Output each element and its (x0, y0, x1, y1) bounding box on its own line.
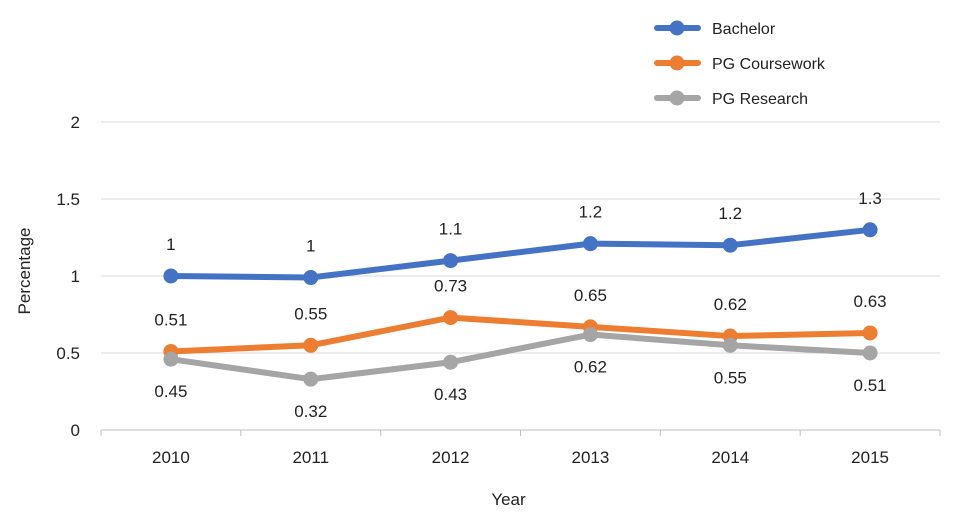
data-point (582, 327, 598, 343)
data-label: 0.51 (854, 376, 887, 395)
data-label: 0.55 (714, 368, 747, 387)
data-point (163, 268, 179, 284)
x-tick-label: 2013 (572, 448, 610, 467)
data-label: 0.73 (434, 277, 467, 296)
data-point (722, 337, 738, 353)
data-label: 1 (306, 237, 315, 256)
x-axis-title: Year (491, 490, 526, 509)
data-point (443, 253, 459, 269)
data-label: 0.55 (294, 304, 327, 323)
legend-swatch-marker (669, 20, 685, 36)
data-labels: 1 1 1.1 1.2 1.2 1.3 0.51 0.55 0.73 0.65 0.62 0.63 0.… (154, 189, 886, 421)
data-label: 0.32 (294, 402, 327, 421)
y-tick-label: 0.5 (56, 344, 80, 363)
data-point (443, 310, 459, 326)
legend-swatch-marker (669, 55, 685, 71)
data-point (303, 337, 319, 353)
x-tick-label: 2012 (432, 448, 470, 467)
legend-label: PG Research (712, 91, 808, 108)
x-tick-label: 2011 (292, 448, 329, 467)
legend: Bachelor PG Coursework PG Research (654, 20, 826, 108)
data-label: 0.45 (154, 382, 187, 401)
legend-label: PG Coursework (712, 56, 826, 73)
y-tick-label: 0 (71, 421, 80, 440)
legend-label: Bachelor (712, 21, 776, 38)
data-label: 1.1 (439, 220, 463, 239)
data-point (303, 371, 319, 387)
data-point (443, 354, 459, 370)
data-label: 1.2 (579, 203, 603, 222)
series-line-pg-research (167, 331, 874, 383)
data-point (582, 236, 598, 252)
data-label: 1.3 (858, 189, 882, 208)
x-tick-label: 2015 (851, 448, 889, 467)
legend-swatch-marker (669, 90, 685, 106)
data-point (722, 237, 738, 253)
data-label: 0.51 (154, 310, 187, 329)
data-label: 0.63 (854, 292, 887, 311)
x-tick-label: 2010 (152, 448, 190, 467)
y-axis-title: Percentage (15, 228, 34, 315)
data-label: 0.62 (714, 295, 747, 314)
data-point (862, 325, 878, 341)
data-point (303, 270, 319, 286)
data-point (862, 345, 878, 361)
series-line-bachelor (167, 226, 874, 281)
data-label: 0.62 (574, 358, 607, 377)
data-point (163, 351, 179, 367)
y-tick-label: 2 (71, 113, 80, 132)
x-tick-label: 2014 (711, 448, 749, 467)
y-tick-label: 1.5 (56, 190, 80, 209)
y-tick-label: 1 (71, 267, 80, 286)
data-label: 0.65 (574, 286, 607, 305)
data-label: 1.2 (718, 204, 742, 223)
series-line-pg-coursework (167, 314, 874, 355)
data-label: 1 (166, 235, 175, 254)
series-lines (163, 222, 878, 387)
data-label: 0.43 (434, 385, 467, 404)
data-point (862, 222, 878, 238)
